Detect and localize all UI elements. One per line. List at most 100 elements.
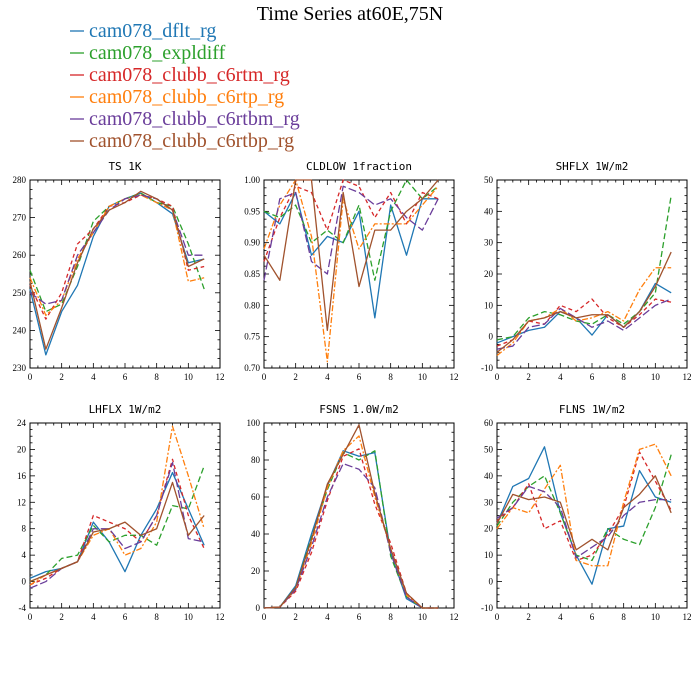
y-tick-label: 40 <box>484 206 494 216</box>
x-tick-label: 0 <box>28 372 33 382</box>
series-line <box>496 485 672 559</box>
y-tick-label: 10 <box>484 300 494 310</box>
plot-frame <box>29 179 221 369</box>
y-tick-label: 20 <box>17 444 27 454</box>
x-tick-label: 6 <box>357 612 362 622</box>
y-tick-label: 40 <box>484 471 494 481</box>
panel-title: CLDLOW 1fraction <box>306 160 412 173</box>
series-line <box>263 463 439 609</box>
y-tick-label: 12 <box>17 497 26 507</box>
y-tick-label: 1.00 <box>244 175 260 185</box>
series-line <box>263 450 439 609</box>
legend-entry: cam078_clubb_c6rtp_rg <box>89 86 284 108</box>
series-line <box>29 461 205 589</box>
legend: cam078_dflt_rgcam078_expldiffcam078_club… <box>70 20 300 152</box>
y-tick-label: 50 <box>484 444 494 454</box>
x-tick-label: 10 <box>418 372 428 382</box>
series-line <box>29 194 205 305</box>
series-line <box>496 443 672 567</box>
y-tick-label: 50 <box>484 175 494 185</box>
panel-title: TS 1K <box>108 160 141 173</box>
series-line <box>29 192 205 356</box>
chart-panel: FSNS 1.0W/m2 0 2 4 6 8 10 12 0 20 40 60 80 100 <box>247 403 459 622</box>
x-tick-label: 8 <box>388 372 393 382</box>
x-tick-label: 6 <box>123 372 128 382</box>
x-tick-label: 12 <box>216 612 225 622</box>
x-tick-label: 10 <box>651 372 661 382</box>
y-tick-label: 80 <box>251 455 261 465</box>
y-tick-label: 270 <box>13 213 27 223</box>
x-tick-label: 0 <box>495 612 500 622</box>
y-tick-label: -4 <box>19 603 27 613</box>
series-line <box>496 251 672 353</box>
y-tick-label: -10 <box>481 603 493 613</box>
x-tick-label: 6 <box>590 612 595 622</box>
x-tick-label: 2 <box>59 612 64 622</box>
y-tick-label: 40 <box>251 529 261 539</box>
x-tick-label: 4 <box>325 612 330 622</box>
series-line <box>496 195 672 341</box>
series-line <box>496 298 672 350</box>
series-line <box>263 450 439 609</box>
y-tick-label: 0 <box>22 577 27 587</box>
y-tick-label: 100 <box>247 418 261 428</box>
x-tick-label: 0 <box>495 372 500 382</box>
y-tick-label: 0.95 <box>244 206 260 216</box>
series-line <box>496 446 672 585</box>
y-tick-label: 60 <box>484 418 494 428</box>
x-tick-label: 8 <box>154 372 159 382</box>
x-tick-label: 12 <box>450 612 459 622</box>
y-tick-label: 280 <box>13 175 27 185</box>
y-tick-label: 20 <box>251 566 261 576</box>
y-tick-label: 230 <box>13 363 27 373</box>
plot-frame <box>263 422 455 609</box>
y-tick-label: 250 <box>13 288 27 298</box>
series-line <box>29 194 205 317</box>
series-line <box>29 190 205 350</box>
chart-panel: TS 1K 0 2 4 6 8 10 12 230 240 250 260 270 280 <box>13 160 225 382</box>
x-tick-label: 2 <box>526 612 531 622</box>
panel-title: SHFLX 1W/m2 <box>556 160 629 173</box>
y-tick-label: 20 <box>484 269 494 279</box>
y-tick-label: 0.85 <box>244 269 260 279</box>
panel-title: LHFLX 1W/m2 <box>89 403 162 416</box>
x-tick-label: 8 <box>388 612 393 622</box>
x-tick-label: 4 <box>558 612 563 622</box>
series-line <box>29 192 205 313</box>
x-tick-label: 4 <box>325 372 330 382</box>
x-tick-label: 10 <box>651 612 661 622</box>
series-line <box>29 481 205 583</box>
x-tick-label: 2 <box>293 612 298 622</box>
y-tick-label: 16 <box>17 471 27 481</box>
y-tick-label: 240 <box>13 325 27 335</box>
series-line <box>263 179 439 332</box>
x-tick-label: 12 <box>450 372 459 382</box>
y-tick-label: 8 <box>22 524 27 534</box>
y-tick-label: 30 <box>484 497 494 507</box>
x-tick-label: 10 <box>184 612 194 622</box>
series-line <box>29 425 205 586</box>
y-tick-label: 0 <box>489 332 494 342</box>
x-tick-label: 0 <box>28 612 33 622</box>
y-tick-label: 24 <box>17 418 27 428</box>
y-tick-label: 10 <box>484 550 494 560</box>
panel-title: FSNS 1.0W/m2 <box>319 403 398 416</box>
panel-title: FLNS 1W/m2 <box>559 403 625 416</box>
x-tick-label: 12 <box>683 372 692 382</box>
chart-panel: CLDLOW 1fraction 0 2 4 6 8 10 12 0.70 0.75 0.80 0.8… <box>244 160 458 382</box>
y-tick-label: 0.90 <box>244 238 260 248</box>
x-tick-label: 6 <box>590 372 595 382</box>
series-line <box>263 179 439 262</box>
figure-title: Time Series at60E,75N <box>257 3 443 25</box>
series-line <box>29 465 205 583</box>
x-tick-label: 8 <box>621 612 626 622</box>
y-tick-label: 30 <box>484 238 494 248</box>
legend-entry: cam078_expldiff <box>89 42 226 64</box>
series-line <box>29 458 205 586</box>
y-tick-label: -10 <box>481 363 493 373</box>
series-line <box>496 267 672 356</box>
series-line <box>496 454 672 562</box>
